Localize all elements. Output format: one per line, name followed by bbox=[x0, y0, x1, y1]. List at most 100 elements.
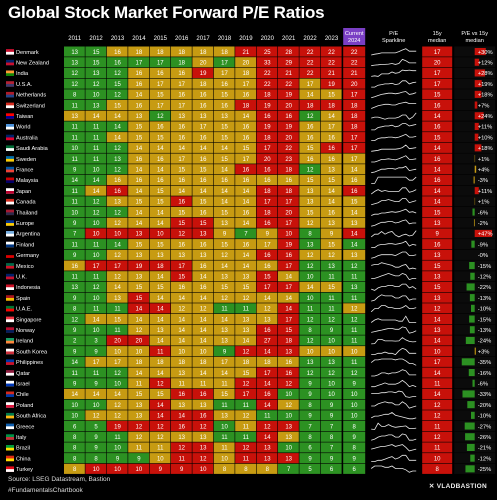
cell-value: 12 bbox=[157, 114, 164, 120]
heat-cell bbox=[192, 314, 214, 325]
median-cell bbox=[422, 292, 453, 303]
heat-cell bbox=[149, 335, 171, 346]
median-cell bbox=[422, 410, 453, 421]
heat-cell bbox=[235, 132, 256, 143]
cell-value: 19 bbox=[264, 125, 271, 131]
cell-value: 15 bbox=[136, 125, 143, 131]
cell-value: 15 bbox=[157, 200, 164, 206]
heat-cell bbox=[149, 78, 171, 89]
cell-value: 14 bbox=[221, 146, 228, 152]
median-value: 17 bbox=[434, 360, 441, 366]
heat-cell bbox=[64, 399, 85, 410]
median-value: 14 bbox=[434, 371, 441, 377]
cell-value: 12 bbox=[307, 253, 314, 259]
heat-cell bbox=[320, 378, 342, 389]
heat-cell bbox=[149, 67, 171, 78]
cell-value: 16 bbox=[157, 125, 164, 131]
cell-value: 11 bbox=[93, 307, 100, 313]
heat-cell bbox=[299, 281, 321, 292]
current-value: 12 bbox=[351, 264, 358, 270]
cell-value: 22 bbox=[285, 146, 292, 152]
cell-value: 16 bbox=[157, 71, 164, 77]
cell-value: 13 bbox=[136, 414, 143, 420]
table-row: Singapore 12 14 15 14 14 14 14 14 13 13 17 12 12 12 14 -… bbox=[6, 314, 496, 325]
heat-cell bbox=[213, 442, 235, 453]
median-cell bbox=[422, 314, 453, 325]
cell-value: 11 bbox=[157, 349, 164, 355]
cell-value: 18 bbox=[178, 61, 185, 67]
cell-value: 11 bbox=[72, 242, 79, 248]
current-cell bbox=[343, 239, 366, 250]
country-label: Finland bbox=[16, 242, 34, 248]
country-label: Australia bbox=[16, 135, 39, 141]
heat-cell bbox=[128, 399, 149, 410]
delta-cell-bg bbox=[454, 314, 496, 325]
cell-value: 17 bbox=[243, 157, 250, 163]
heat-cell bbox=[171, 356, 192, 367]
cell-value: 12 bbox=[114, 253, 121, 259]
cell-value: 17 bbox=[264, 285, 271, 291]
flag-icon bbox=[6, 351, 14, 355]
cell-value: 14 bbox=[157, 210, 164, 216]
cell-value: 17 bbox=[114, 264, 121, 270]
heat-cell bbox=[256, 249, 278, 260]
median-value: 8 bbox=[436, 467, 440, 473]
current-value: 18 bbox=[351, 114, 358, 120]
heat-cell bbox=[106, 453, 128, 464]
median-cell bbox=[422, 378, 453, 389]
heat-cell bbox=[149, 217, 171, 228]
heat-cell bbox=[128, 367, 149, 378]
heat-cell bbox=[171, 67, 192, 78]
sparkline bbox=[371, 155, 417, 163]
country-label: U.S.A. bbox=[16, 82, 33, 88]
heat-cell bbox=[278, 356, 299, 367]
cell-value: 13 bbox=[307, 360, 314, 366]
heat-cell bbox=[64, 346, 85, 357]
flag-icon bbox=[6, 116, 14, 119]
heat-cell bbox=[256, 388, 278, 399]
sparkline bbox=[371, 294, 417, 302]
cell-value: 11 bbox=[114, 328, 121, 334]
cell-value: 8 bbox=[73, 467, 77, 473]
cell-value: 10 bbox=[71, 146, 78, 152]
median-value: 16 bbox=[434, 242, 441, 248]
table-row: Israel 9 9 10 11 12 11 11 11 12 14 12 9 10 9 11 -6% bbox=[6, 378, 496, 389]
heat-cell bbox=[213, 185, 235, 196]
table-row: Ireland 2 3 20 20 14 14 14 13 14 27 18 12 10 11 14 -24% bbox=[6, 335, 496, 346]
sparkline bbox=[371, 283, 417, 291]
cell-value: 18 bbox=[285, 339, 292, 345]
heat-cell bbox=[235, 314, 256, 325]
heat-cell bbox=[320, 346, 342, 357]
cell-value: 10 bbox=[93, 328, 100, 334]
cell-value: 15 bbox=[328, 178, 335, 184]
country-label: Italy bbox=[16, 435, 26, 441]
heat-cell bbox=[128, 388, 149, 399]
delta-bar bbox=[468, 369, 475, 377]
sparkline bbox=[371, 58, 417, 67]
heat-cell bbox=[192, 142, 214, 153]
cell-value: 11 bbox=[72, 200, 79, 206]
heat-cell bbox=[64, 356, 85, 367]
cell-value: 14 bbox=[114, 135, 121, 141]
heat-cell bbox=[278, 292, 299, 303]
delta-bar bbox=[467, 401, 475, 409]
heat-cell bbox=[278, 442, 299, 453]
cell-value: 16 bbox=[264, 178, 271, 184]
delta-bar bbox=[470, 454, 475, 462]
flag-icon bbox=[6, 447, 14, 451]
current-value: 11 bbox=[351, 360, 358, 366]
cell-value: 16 bbox=[178, 424, 185, 430]
current-value: 20 bbox=[351, 82, 358, 88]
heat-cell bbox=[171, 239, 192, 250]
heat-cell bbox=[85, 453, 107, 464]
current-value: 13 bbox=[351, 253, 358, 259]
current-value: 12 bbox=[351, 371, 358, 377]
heat-cell bbox=[235, 110, 256, 121]
cell-value: 14 bbox=[157, 146, 164, 152]
cell-value: 20 bbox=[264, 157, 271, 163]
cell-value: 16 bbox=[285, 253, 292, 259]
heat-cell bbox=[128, 421, 149, 432]
cell-value: 16 bbox=[243, 178, 250, 184]
median-value: 16 bbox=[434, 103, 441, 109]
cell-value: 16 bbox=[178, 93, 185, 99]
